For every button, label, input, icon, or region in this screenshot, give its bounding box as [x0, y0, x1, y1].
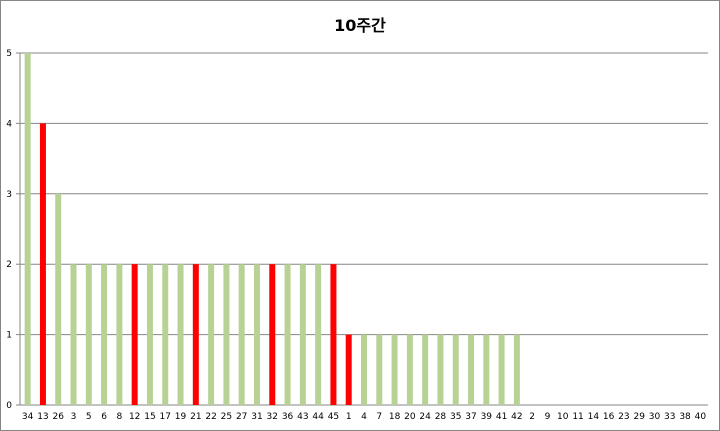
x-tick-label: 4: [361, 412, 367, 422]
x-tick-label: 1: [346, 412, 352, 422]
bar-39: [483, 334, 490, 405]
x-tick-label: 26: [52, 412, 64, 422]
bar-32: [269, 264, 276, 405]
bar-7: [376, 334, 383, 405]
x-tick-label: 25: [221, 412, 232, 422]
bar-4: [361, 334, 367, 405]
bar-12: [131, 264, 138, 405]
bar-22: [208, 264, 215, 405]
x-tick-label: 37: [465, 412, 476, 422]
x-tick-label: 7: [376, 412, 382, 422]
bar-21: [192, 264, 199, 405]
x-tick-label: 2: [529, 412, 535, 422]
chart-title: 10주간: [334, 16, 386, 35]
bar-45: [330, 264, 337, 405]
x-tick-label: 13: [37, 412, 48, 422]
bar-26: [55, 193, 62, 405]
bar-34: [24, 53, 31, 405]
x-tick-label: 23: [618, 412, 629, 422]
bar-6: [101, 264, 108, 405]
x-tick-label: 15: [144, 412, 155, 422]
x-tick-label: 3: [71, 412, 77, 422]
x-tick-label: 21: [190, 412, 201, 422]
bar-37: [468, 334, 475, 405]
x-tick-label: 24: [419, 412, 431, 422]
x-tick-label: 34: [22, 412, 34, 422]
x-tick-label: 28: [435, 412, 447, 422]
bar-17: [162, 264, 169, 405]
y-tick-label: 3: [6, 190, 12, 200]
x-tick-label: 33: [664, 412, 675, 422]
bar-18: [391, 334, 398, 405]
x-tick-label: 12: [129, 412, 140, 422]
y-tick-label: 0: [6, 401, 12, 411]
bar-8: [116, 264, 123, 405]
bar-3: [70, 264, 77, 405]
bar-24: [422, 334, 429, 405]
bar-35: [452, 334, 459, 405]
x-tick-label: 44: [312, 412, 324, 422]
x-tick-label: 8: [117, 412, 123, 422]
x-tick-label: 11: [572, 412, 583, 422]
x-tick-label: 14: [588, 412, 600, 422]
x-tick-label: 18: [389, 412, 401, 422]
x-tick-label: 5: [86, 412, 92, 422]
x-tick-label: 43: [297, 412, 308, 422]
bar-20: [406, 334, 413, 405]
x-tick-label: 10: [557, 412, 569, 422]
x-tick-label: 17: [160, 412, 171, 422]
x-tick-label: 40: [695, 412, 707, 422]
x-tick-label: 9: [545, 412, 551, 422]
bar-13: [39, 123, 46, 406]
x-tick-label: 45: [328, 412, 339, 422]
bar-25: [223, 264, 230, 405]
bar-43: [299, 264, 306, 405]
x-tick-label: 20: [404, 412, 416, 422]
bar-19: [177, 264, 184, 405]
x-tick-label: 32: [267, 412, 278, 422]
bar-5: [85, 264, 92, 405]
bar-1: [345, 334, 352, 405]
y-tick-label: 5: [6, 49, 12, 59]
bar-36: [284, 264, 291, 405]
x-tick-label: 35: [450, 412, 461, 422]
y-tick-label: 1: [6, 331, 12, 341]
x-tick-label: 22: [205, 412, 216, 422]
x-axis-ticks: 34 13 26 3 5 6 8 12 15 17 19 21 22 25 27 31 32 36 43 44 45 1 4…: [22, 412, 706, 422]
x-tick-label: 27: [236, 412, 247, 422]
x-tick-label: 38: [679, 412, 691, 422]
x-tick-label: 30: [649, 412, 661, 422]
x-tick-label: 16: [603, 412, 615, 422]
x-tick-label: 41: [496, 412, 507, 422]
bar-28: [437, 334, 444, 405]
bar-41: [498, 334, 505, 405]
x-tick-label: 31: [251, 412, 262, 422]
y-tick-label: 2: [6, 260, 12, 270]
x-tick-label: 6: [101, 412, 107, 422]
y-axis-ticks: 0 1 2 3 4 5: [6, 49, 12, 411]
x-tick-label: 36: [282, 412, 294, 422]
bars: [24, 53, 520, 406]
x-tick-label: 42: [511, 412, 522, 422]
bar-27: [238, 264, 245, 405]
x-tick-label: 19: [175, 412, 187, 422]
x-tick-label: 39: [481, 412, 493, 422]
bar-15: [146, 264, 153, 405]
x-tick-label: 29: [633, 412, 645, 422]
bar-31: [253, 264, 260, 405]
y-tick-label: 4: [6, 119, 12, 129]
bar-44: [315, 264, 322, 405]
bar-42: [513, 334, 520, 405]
